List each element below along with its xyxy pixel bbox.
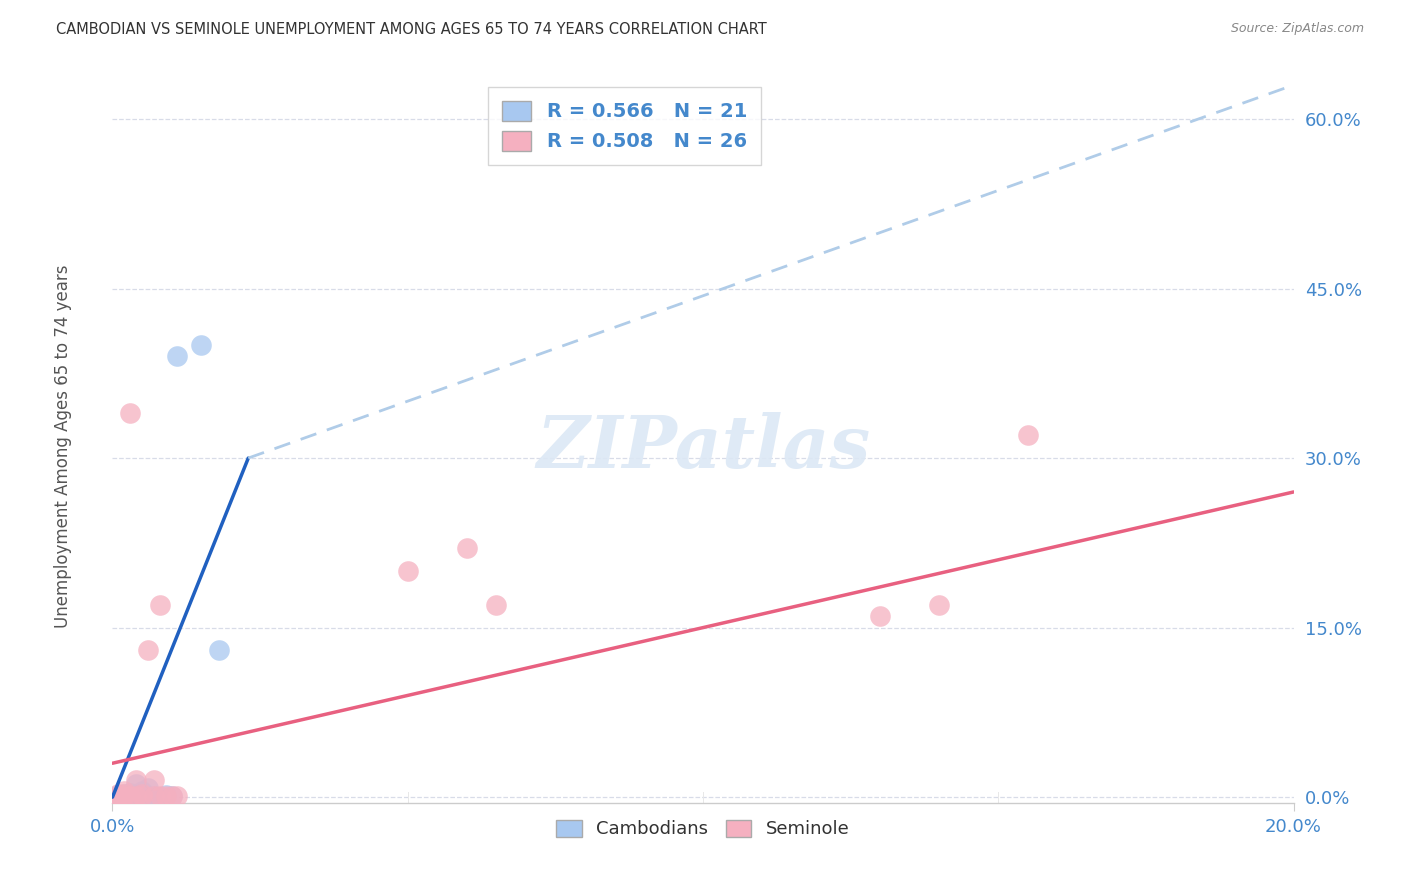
Point <box>112 790 135 805</box>
Legend: Cambodians, Seminole: Cambodians, Seminole <box>550 813 856 846</box>
Point <box>131 784 153 798</box>
Point <box>160 789 183 803</box>
Point <box>120 789 142 803</box>
Point <box>120 789 142 803</box>
Point <box>131 789 153 803</box>
Point <box>131 789 153 803</box>
Point <box>155 789 177 803</box>
Point <box>107 790 129 805</box>
Text: Unemployment Among Ages 65 to 74 years: Unemployment Among Ages 65 to 74 years <box>55 264 72 628</box>
Point <box>160 789 183 803</box>
Point <box>155 788 177 802</box>
Point <box>166 349 188 363</box>
Point <box>136 643 159 657</box>
Point <box>136 789 159 803</box>
Point <box>120 786 142 800</box>
Point <box>120 788 142 802</box>
Point <box>149 789 172 803</box>
Point <box>485 598 508 612</box>
Point <box>928 598 950 612</box>
Point <box>131 787 153 801</box>
Text: Source: ZipAtlas.com: Source: ZipAtlas.com <box>1230 22 1364 36</box>
Point <box>120 406 142 420</box>
Point <box>107 789 129 803</box>
Point <box>125 789 148 803</box>
Point <box>166 789 188 803</box>
Point <box>456 541 478 556</box>
Point <box>208 643 231 657</box>
Point <box>396 564 419 578</box>
Point <box>112 784 135 798</box>
Point <box>112 787 135 801</box>
Point <box>142 789 165 803</box>
Point <box>142 773 165 788</box>
Point <box>869 609 891 624</box>
Point <box>112 787 135 801</box>
Point <box>136 781 159 796</box>
Point <box>125 789 148 803</box>
Point <box>107 790 129 805</box>
Point <box>1017 428 1039 442</box>
Point <box>149 790 172 805</box>
Point <box>125 773 148 788</box>
Point <box>112 789 135 803</box>
Point <box>149 598 172 612</box>
Point <box>142 789 165 803</box>
Point <box>131 787 153 801</box>
Point <box>107 788 129 802</box>
Point <box>190 338 212 352</box>
Text: ZIPatlas: ZIPatlas <box>536 412 870 483</box>
Point <box>125 776 148 790</box>
Text: CAMBODIAN VS SEMINOLE UNEMPLOYMENT AMONG AGES 65 TO 74 YEARS CORRELATION CHART: CAMBODIAN VS SEMINOLE UNEMPLOYMENT AMONG… <box>56 22 768 37</box>
Point <box>107 787 129 801</box>
